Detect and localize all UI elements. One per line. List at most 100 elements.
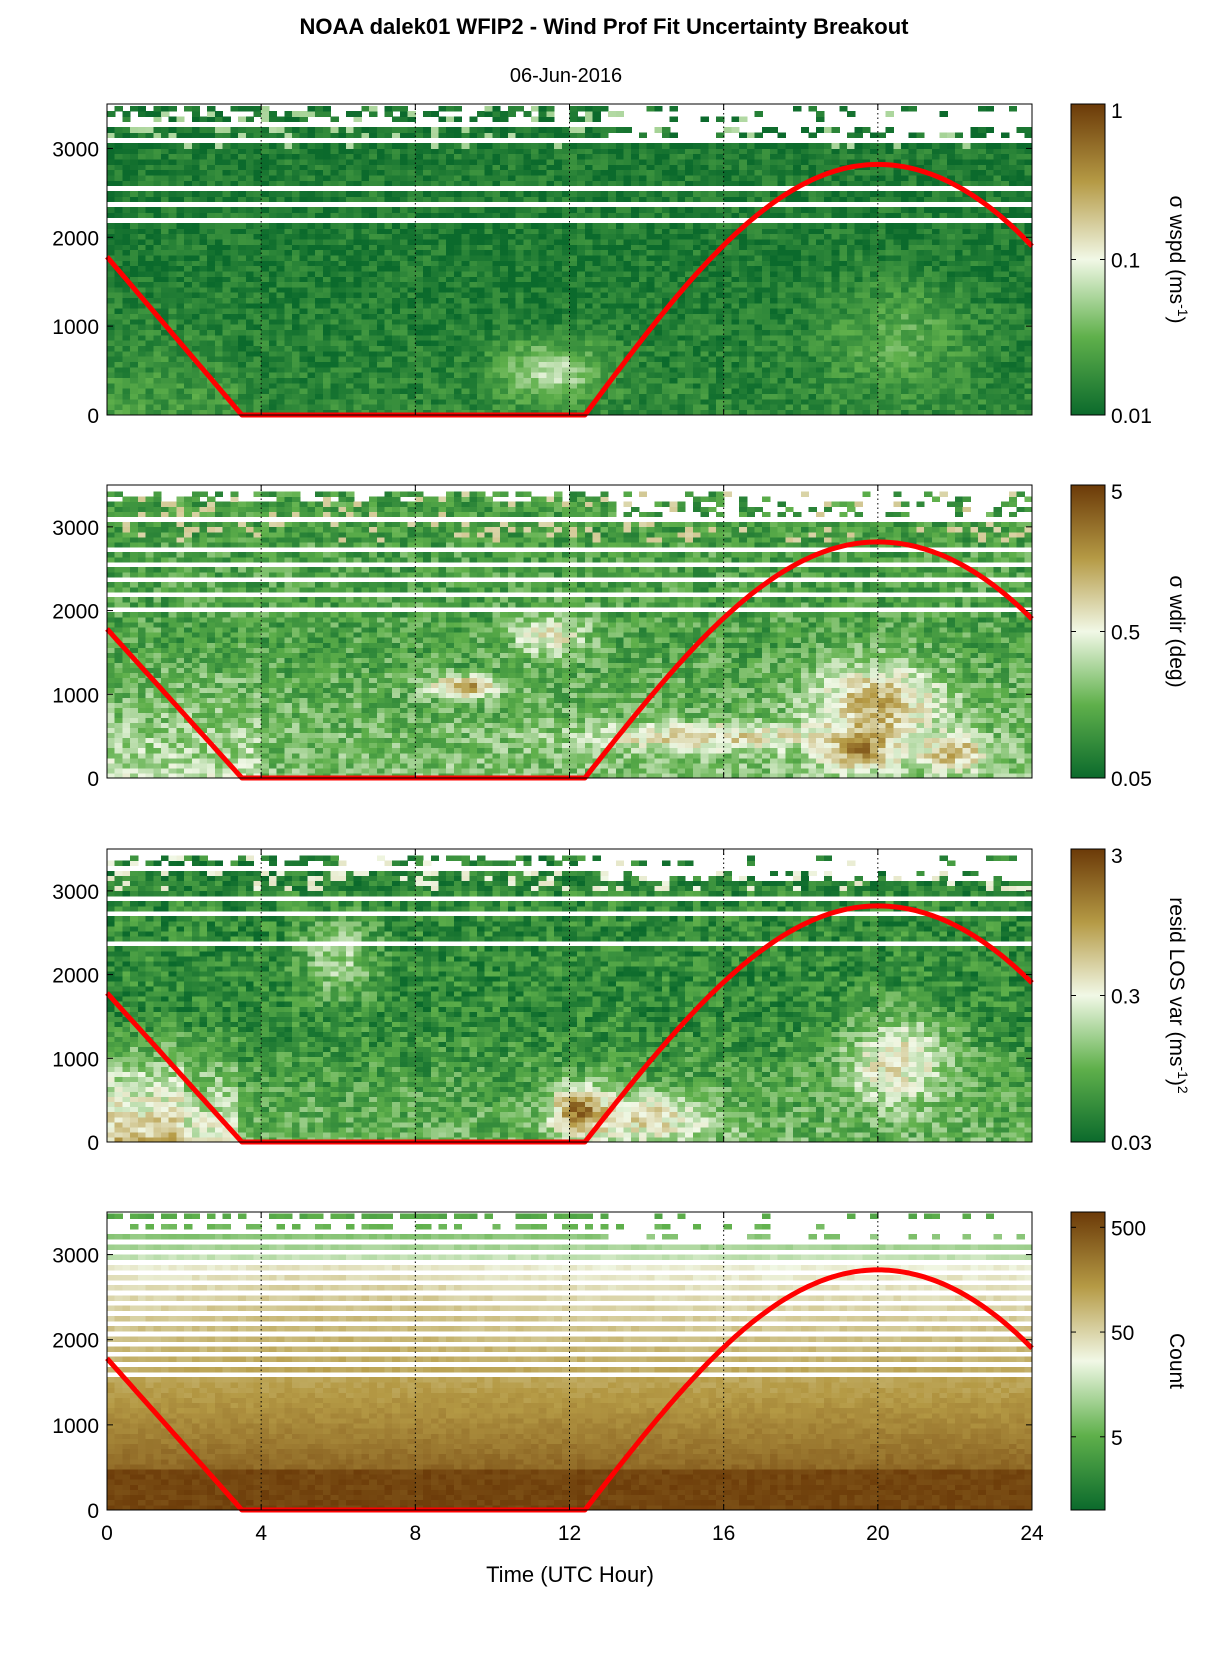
heatmap-cell [685, 330, 693, 336]
heatmap-cell [138, 367, 146, 373]
heatmap-cell [254, 324, 262, 330]
heatmap-cell [562, 255, 570, 261]
heatmap-cell [385, 175, 393, 181]
heatmap-cell [246, 292, 254, 298]
heatmap-cell [755, 367, 763, 373]
heatmap-cell [631, 212, 639, 218]
heatmap-cell [223, 175, 231, 181]
heatmap-cell [793, 244, 801, 250]
heatmap-cell [323, 180, 331, 186]
heatmap-cell [801, 388, 809, 394]
heatmap-cell [400, 308, 408, 314]
heatmap-cell [431, 351, 439, 357]
heatmap-cell [292, 340, 300, 346]
heatmap-cell [408, 207, 416, 213]
heatmap-cell [153, 399, 161, 405]
heatmap-cell [755, 324, 763, 330]
heatmap-cell [369, 159, 377, 165]
heatmap-cell [431, 223, 439, 229]
heatmap-cell [546, 159, 554, 165]
heatmap-cell [408, 116, 416, 122]
heatmap-cell [577, 159, 585, 165]
heatmap-cell [176, 170, 184, 176]
heatmap-cell [146, 330, 154, 336]
heatmap-cell [138, 372, 146, 378]
heatmap-cell [354, 175, 362, 181]
heatmap-cell [207, 335, 215, 341]
heatmap-cell [331, 351, 339, 357]
heatmap-cell [385, 324, 393, 330]
heatmap-cell [307, 239, 315, 245]
heatmap-cell [431, 175, 439, 181]
heatmap-cell [246, 159, 254, 165]
heatmap-cell [254, 356, 262, 362]
heatmap-cell [516, 367, 524, 373]
heatmap-cell [801, 250, 809, 256]
heatmap-cell [169, 116, 177, 122]
heatmap-cell [184, 276, 192, 282]
heatmap-cell [284, 164, 292, 170]
heatmap-cell [677, 266, 685, 272]
heatmap-cell [107, 154, 115, 160]
heatmap-cell [654, 191, 662, 197]
heatmap-cell [562, 330, 570, 336]
heatmap-cell [446, 319, 454, 325]
heatmap-cell [331, 372, 339, 378]
heatmap-cell [847, 292, 855, 298]
heatmap-cell [747, 308, 755, 314]
heatmap-cell [238, 372, 246, 378]
heatmap-cell [261, 388, 269, 394]
heatmap-cell [508, 356, 516, 362]
heatmap-cell [130, 351, 138, 357]
heatmap-cell [323, 223, 331, 229]
heatmap-cell [284, 255, 292, 261]
heatmap-cell [369, 282, 377, 288]
heatmap-cell [546, 148, 554, 154]
heatmap-cell [392, 175, 400, 181]
heatmap-cell [554, 346, 562, 352]
heatmap-cell [130, 212, 138, 218]
heatmap-cell [693, 383, 701, 389]
heatmap-cell [215, 180, 223, 186]
heatmap-cell [454, 244, 462, 250]
heatmap-cell [323, 250, 331, 256]
heatmap-cell [600, 271, 608, 277]
heatmap-cell [408, 330, 416, 336]
heatmap-cell [508, 271, 516, 277]
heatmap-cell [361, 239, 369, 245]
heatmap-cell [122, 303, 130, 309]
heatmap-cell [701, 298, 709, 304]
heatmap-cell [408, 399, 416, 405]
heatmap-cell [284, 303, 292, 309]
heatmap-cell [824, 367, 832, 373]
heatmap-cell [847, 212, 855, 218]
heatmap-cell [184, 372, 192, 378]
heatmap-cell [207, 223, 215, 229]
heatmap-cell [115, 324, 123, 330]
heatmap-cell [670, 399, 678, 405]
heatmap-cell [500, 282, 508, 288]
heatmap-cell [408, 404, 416, 410]
heatmap-cell [269, 116, 277, 122]
heatmap-cell [169, 223, 177, 229]
heatmap-cell [400, 175, 408, 181]
heatmap-cell [716, 346, 724, 352]
heatmap-cell [616, 378, 624, 384]
heatmap-cell [153, 266, 161, 272]
heatmap-cell [130, 164, 138, 170]
heatmap-cell [839, 143, 847, 149]
heatmap-cell [492, 394, 500, 400]
heatmap-cell [693, 228, 701, 234]
heatmap-cell [354, 239, 362, 245]
heatmap-cell [153, 207, 161, 213]
heatmap-cell [562, 234, 570, 240]
heatmap-cell [824, 250, 832, 256]
heatmap-cell [300, 116, 308, 122]
heatmap-cell [200, 383, 208, 389]
heatmap-cell [770, 191, 778, 197]
heatmap-cell [300, 212, 308, 218]
heatmap-cell [685, 234, 693, 240]
heatmap-cell [431, 266, 439, 272]
heatmap-cell [284, 319, 292, 325]
heatmap-cell [670, 207, 678, 213]
